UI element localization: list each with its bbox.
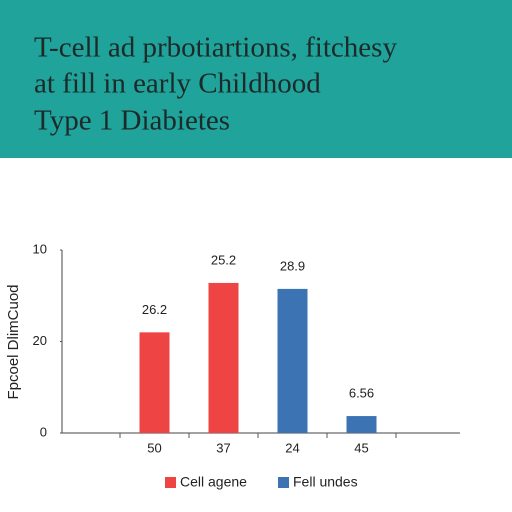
y-axis-label: Fpcoel DlimCuod (5, 284, 22, 399)
bar-annotation: 6.56 (349, 386, 374, 401)
bar (277, 288, 308, 433)
legend-swatch (165, 477, 176, 488)
bar (139, 332, 170, 433)
header-band (0, 0, 512, 158)
x-tick-label: 50 (147, 440, 161, 455)
bar-annotation: 26.2 (142, 302, 167, 317)
y-tick-label: 20 (33, 333, 47, 348)
y-tick-label: 0 (40, 424, 47, 439)
chart-title: Type 1 Diabietes (34, 105, 230, 137)
x-tick-label: 37 (216, 440, 230, 455)
bar (208, 282, 239, 433)
y-tick-label: 10 (33, 241, 47, 256)
chart-title: at fill in early Childhood (34, 68, 321, 100)
bar-annotation: 28.9 (280, 258, 305, 273)
x-tick-label: 24 (285, 440, 299, 455)
legend-swatch (278, 477, 289, 488)
chart-title: T-cell ad prbotiartions, fitchesy (34, 32, 397, 64)
legend-label: Cell agene (180, 474, 247, 490)
bar (346, 416, 377, 433)
x-tick-label: 45 (354, 440, 368, 455)
bar-annotation: 25.2 (211, 252, 236, 267)
legend-label: Fell undes (293, 474, 358, 490)
